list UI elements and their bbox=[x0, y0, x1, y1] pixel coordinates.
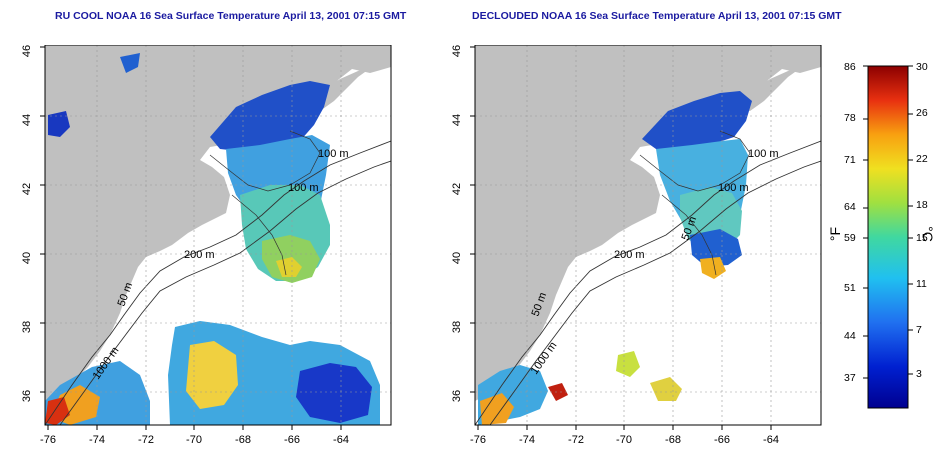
x-tick-label: -74 bbox=[89, 434, 105, 446]
x-tick-label: -66 bbox=[284, 434, 300, 446]
colorbar-f-tick: 64 bbox=[844, 201, 856, 213]
land-mass bbox=[45, 45, 391, 401]
x-tick-label: -72 bbox=[138, 434, 154, 446]
y-tick-label: 40 bbox=[21, 252, 33, 264]
y-tick-label: 46 bbox=[451, 45, 463, 57]
y-tick-label: 42 bbox=[21, 183, 33, 195]
x-tick-label: -64 bbox=[763, 434, 779, 446]
colorbar-f-tick: 78 bbox=[844, 112, 856, 124]
land-mass bbox=[475, 45, 821, 401]
fahrenheit-label: °F bbox=[827, 226, 844, 242]
colorbar-c-tick: 15 bbox=[916, 232, 928, 244]
colorbar-c-tick: 18 bbox=[916, 199, 928, 211]
y-tick-label: 38 bbox=[21, 321, 33, 333]
left-sst-map: 200 m 100 m 100 m 1000 m 50 m -76 -74 -7… bbox=[21, 45, 392, 446]
colorbar-c-tick: 3 bbox=[916, 368, 922, 380]
x-tick-label: -70 bbox=[186, 434, 202, 446]
contour-label: 200 m bbox=[184, 249, 215, 261]
colorbar-f-tick: 44 bbox=[844, 330, 856, 342]
y-tick-label: 36 bbox=[451, 390, 463, 402]
contour-label: 200 m bbox=[614, 249, 645, 261]
y-tick-label: 40 bbox=[451, 252, 463, 264]
colorbar bbox=[863, 65, 913, 409]
y-tick-label: 38 bbox=[451, 321, 463, 333]
x-tick-label: -76 bbox=[470, 434, 486, 446]
y-tick-label: 44 bbox=[451, 114, 463, 126]
colorbar-c-tick: 30 bbox=[916, 61, 928, 73]
colorbar-gradient bbox=[867, 65, 909, 409]
x-tick-label: -76 bbox=[40, 434, 56, 446]
contour-label: 100 m bbox=[718, 182, 749, 194]
x-tick-label: -72 bbox=[568, 434, 584, 446]
contour-label: 100 m bbox=[748, 148, 779, 160]
x-tick-label: -68 bbox=[235, 434, 251, 446]
y-tick-label: 36 bbox=[21, 390, 33, 402]
x-tick-label: -74 bbox=[519, 434, 535, 446]
celsius-label: °C bbox=[919, 226, 936, 242]
colorbar-c-tick: 22 bbox=[916, 153, 928, 165]
contour-label: 100 m bbox=[318, 148, 349, 160]
colorbar-f-tick: 71 bbox=[844, 154, 856, 166]
x-tick-label: -66 bbox=[714, 434, 730, 446]
contour-label: 100 m bbox=[288, 182, 319, 194]
y-tick-label: 44 bbox=[21, 114, 33, 126]
colorbar-f-tick: 37 bbox=[844, 372, 856, 384]
colorbar-c-tick: 7 bbox=[916, 324, 922, 336]
colorbar-f-tick: 86 bbox=[844, 61, 856, 73]
x-tick-label: -68 bbox=[665, 434, 681, 446]
colorbar-f-tick: 59 bbox=[844, 232, 856, 244]
colorbar-c-tick: 11 bbox=[916, 278, 927, 290]
nova-scotia bbox=[736, 67, 802, 111]
right-panel-title: DECLOUDED NOAA 16 Sea Surface Temperatur… bbox=[472, 10, 842, 22]
x-tick-label: -70 bbox=[616, 434, 632, 446]
left-panel-title: RU COOL NOAA 16 Sea Surface Temperature … bbox=[55, 10, 407, 22]
x-tick-label: -64 bbox=[333, 434, 349, 446]
y-tick-label: 42 bbox=[451, 183, 463, 195]
y-tick-label: 46 bbox=[21, 45, 33, 57]
colorbar-c-tick: 26 bbox=[916, 107, 928, 119]
colorbar-f-tick: 51 bbox=[844, 282, 856, 294]
right-sst-map: 200 m 100 m 100 m 1000 m 50 m 50 m -76 -… bbox=[451, 45, 822, 446]
